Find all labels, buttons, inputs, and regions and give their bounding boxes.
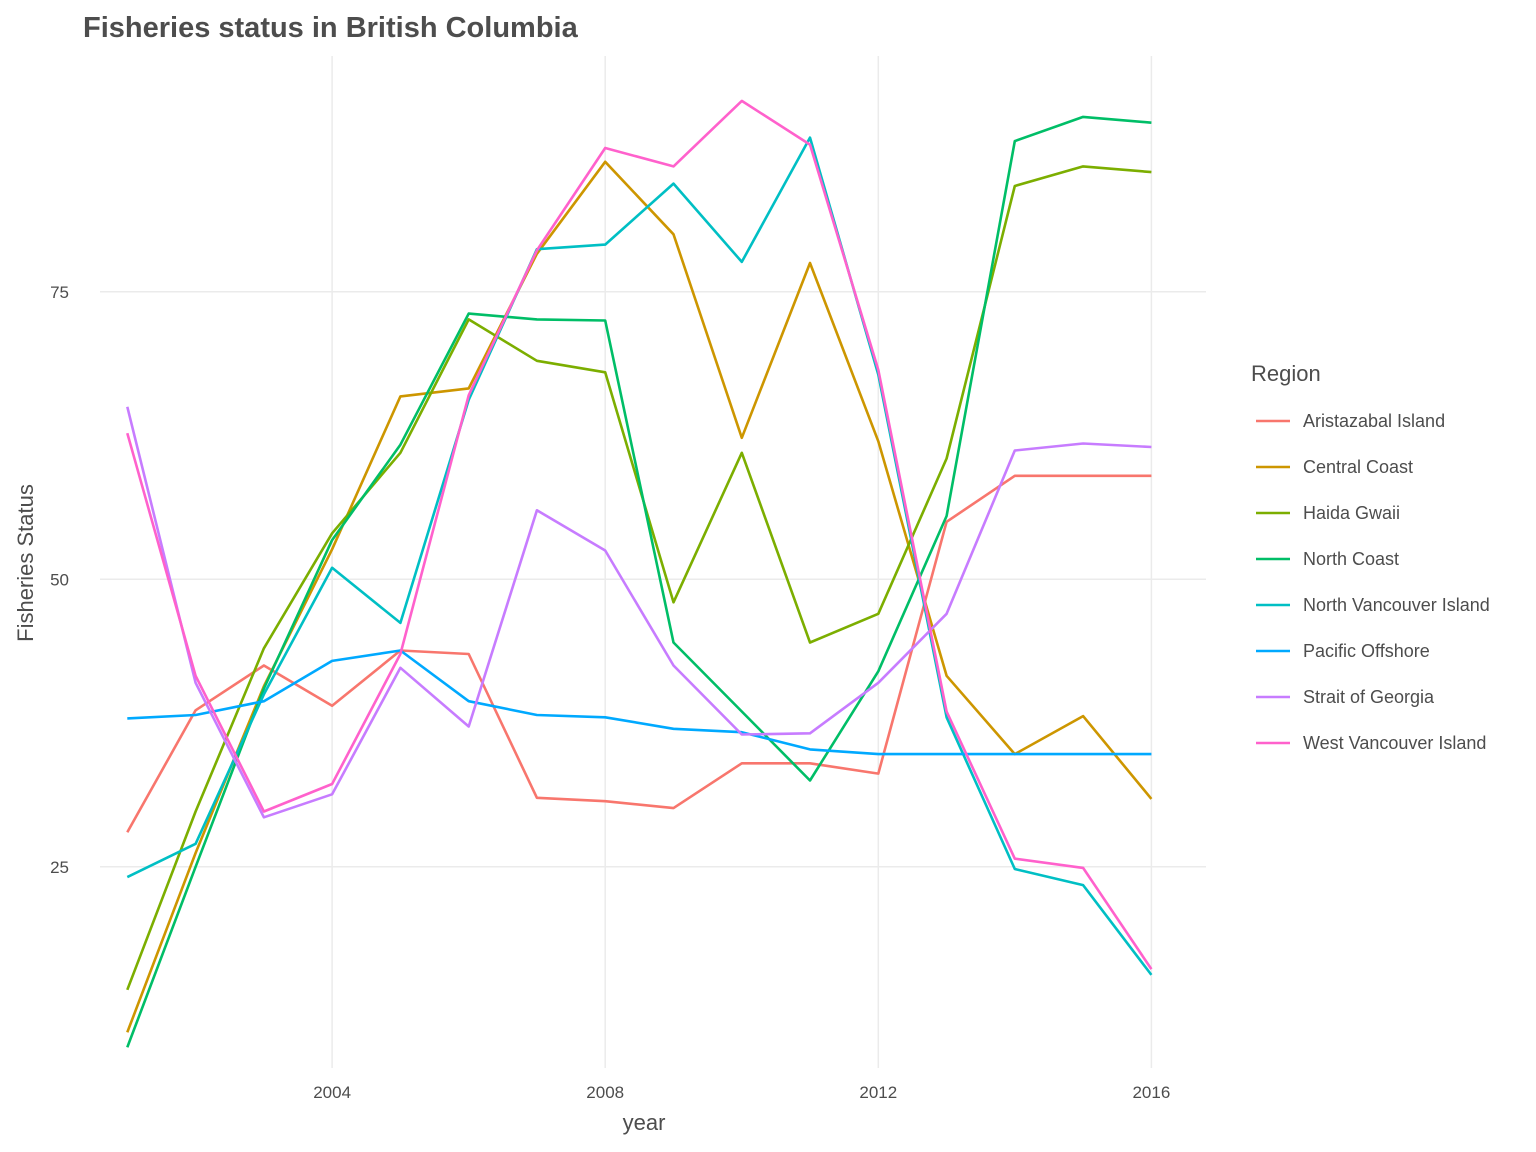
y-axis-ticks: 25 50 75 bbox=[50, 283, 69, 877]
chart-title: Fisheries status in British Columbia bbox=[83, 12, 579, 44]
series-line-central-coast bbox=[126, 160, 1153, 1033]
legend-label: North Vancouver Island bbox=[1303, 595, 1490, 615]
legend-label: Central Coast bbox=[1303, 457, 1413, 477]
series-line-aristazabal-island bbox=[126, 474, 1152, 833]
x-tick-label: 2012 bbox=[859, 1083, 897, 1102]
y-tick-label: 50 bbox=[50, 570, 69, 589]
series-line-strait-of-georgia bbox=[126, 406, 1152, 819]
legend-label: Haida Gwaii bbox=[1303, 503, 1400, 523]
x-tick-label: 2016 bbox=[1132, 1083, 1170, 1102]
series-line-pacific-offshore bbox=[127, 649, 1152, 756]
legend-label: Aristazabal Island bbox=[1303, 411, 1445, 431]
x-axis-ticks: 2004 2008 2012 2016 bbox=[313, 1083, 1170, 1102]
legend: Region Aristazabal Island Central Coast Ha… bbox=[1251, 361, 1490, 753]
legend-label: North Coast bbox=[1303, 549, 1399, 569]
series-line-west-vancouver-island bbox=[126, 99, 1153, 970]
y-tick-label: 25 bbox=[50, 858, 69, 877]
x-tick-label: 2004 bbox=[313, 1083, 351, 1102]
y-axis-title: Fisheries Status bbox=[13, 484, 38, 642]
plot-series bbox=[126, 99, 1153, 1048]
legend-title: Region bbox=[1251, 361, 1321, 386]
legend-label: Pacific Offshore bbox=[1303, 641, 1430, 661]
x-tick-label: 2008 bbox=[586, 1083, 624, 1102]
x-axis-title: year bbox=[623, 1110, 666, 1135]
grid bbox=[100, 56, 1206, 1068]
legend-label: West Vancouver Island bbox=[1303, 733, 1486, 753]
series-line-north-coast bbox=[126, 115, 1152, 1048]
legend-label: Strait of Georgia bbox=[1303, 687, 1435, 707]
y-tick-label: 75 bbox=[50, 283, 69, 302]
series-line-north-vancouver-island bbox=[126, 136, 1153, 976]
